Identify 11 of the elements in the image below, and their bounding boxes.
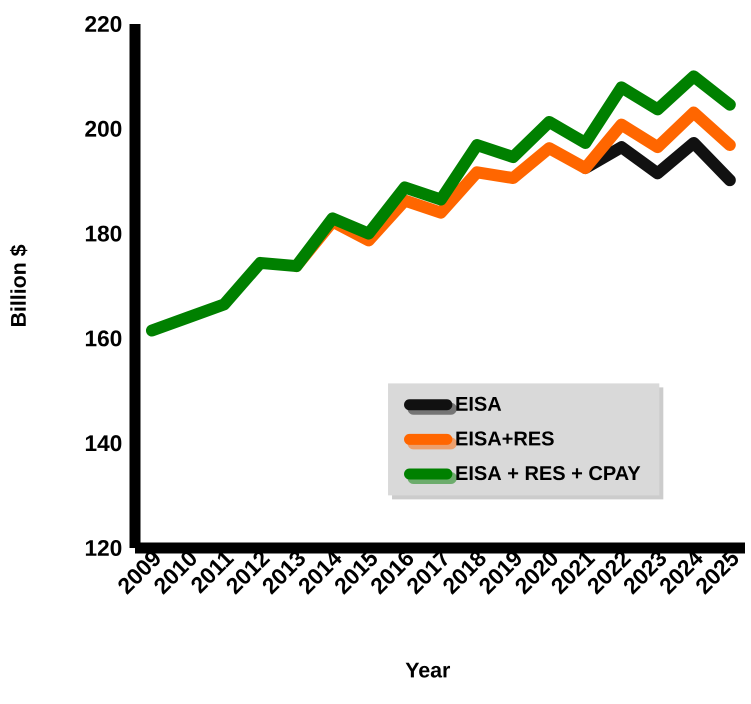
y-tick-label: 120 <box>86 540 122 556</box>
y-tick-label: 160 <box>86 330 122 346</box>
y-tick-label: 200 <box>85 120 122 137</box>
x-axis-title: Year <box>406 662 450 678</box>
y-tick-label: 220 <box>85 16 122 32</box>
legend-label: EISA + RES + CPAY <box>456 466 640 480</box>
legend-label: EISA+RES <box>456 431 554 446</box>
legend-label: EISA <box>456 396 502 411</box>
y-axis-title: Billion $ <box>10 244 28 326</box>
y-tick-label: 180 <box>86 226 122 242</box>
y-tick-label: 140 <box>86 435 122 452</box>
